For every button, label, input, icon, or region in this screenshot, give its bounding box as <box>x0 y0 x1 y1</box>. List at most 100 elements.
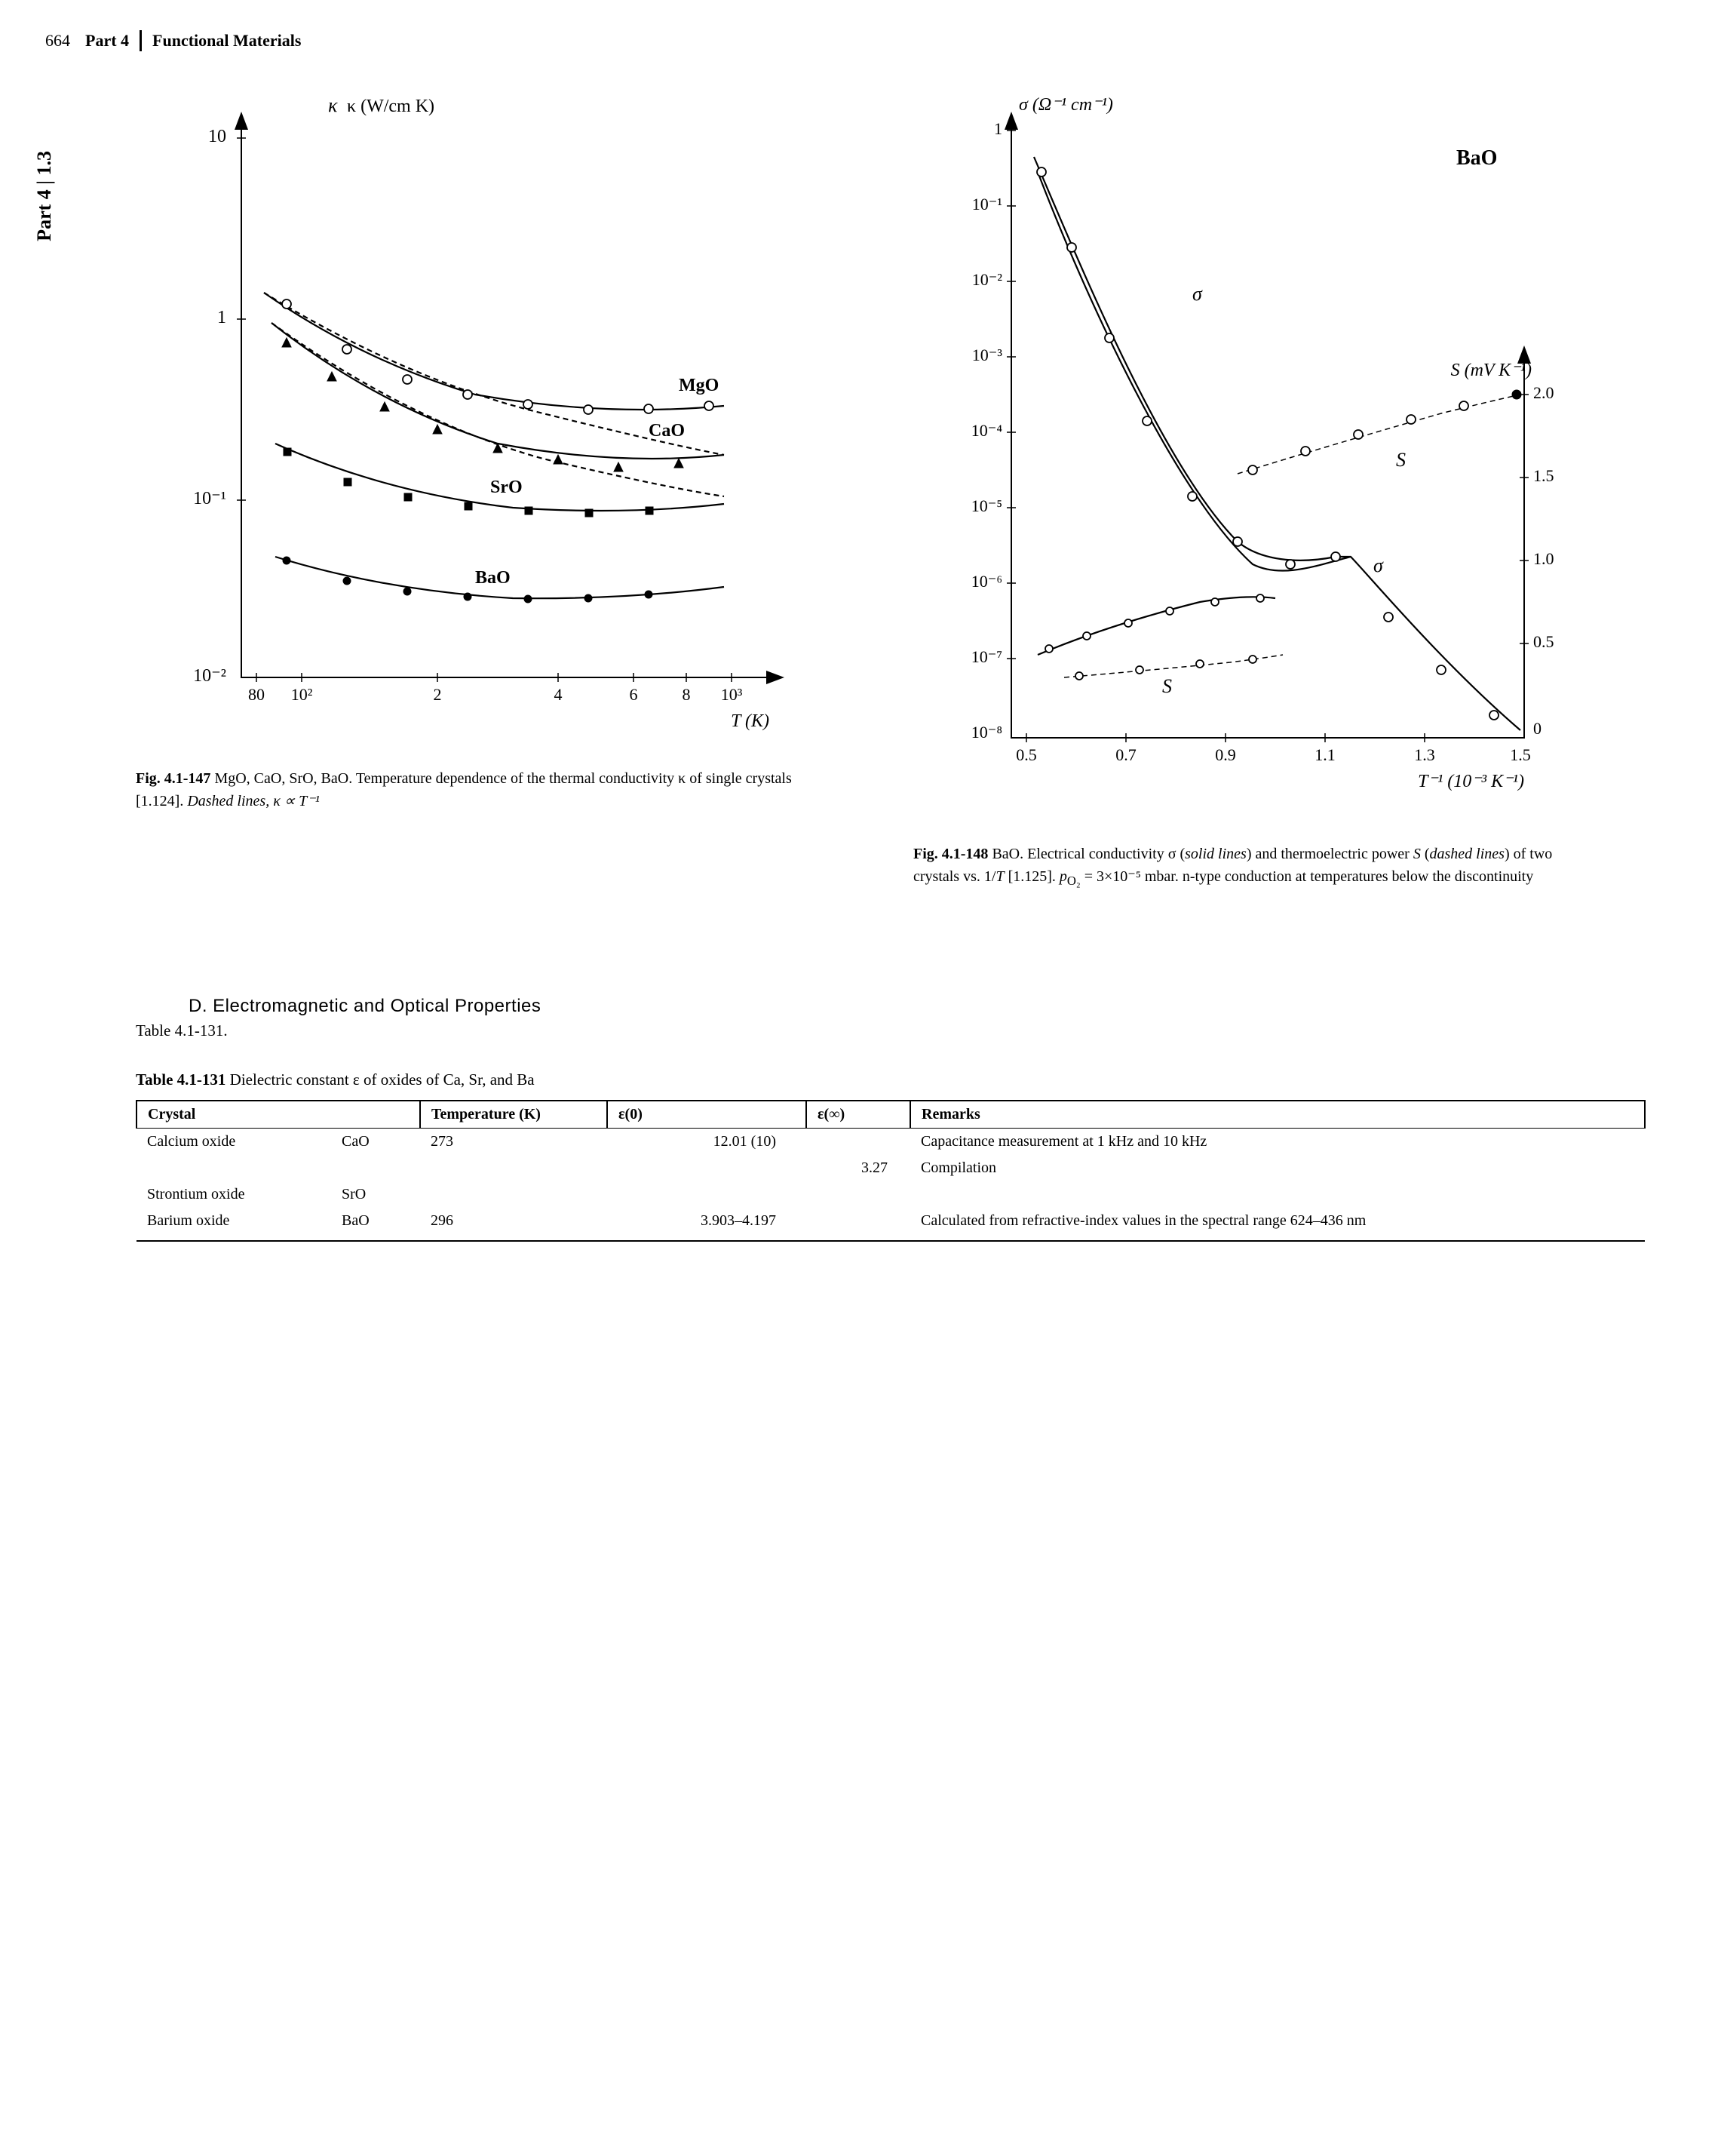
cell-temp <box>420 1155 607 1181</box>
cell-formula <box>331 1155 420 1181</box>
side-tab-text: Part 4 | 1.3 <box>33 151 55 241</box>
table131-text: Dielectric constant ε of oxides of Ca, S… <box>230 1070 535 1089</box>
xtick-100: 10² <box>291 685 313 704</box>
cell-formula: BaO <box>331 1208 420 1241</box>
part-label: Part 4 <box>85 31 129 51</box>
chapter-title: Functional Materials <box>152 31 301 51</box>
fig148-text: BaO. Electrical conductivity σ (solid li… <box>913 846 1552 885</box>
figure-147: κ κ (W/cm K) 10 1 10⁻¹ 10⁻² 80 10² 2 4 6… <box>136 74 868 890</box>
svg-text:10⁻¹: 10⁻¹ <box>972 195 1002 213</box>
svg-text:1.0: 1.0 <box>1533 549 1554 568</box>
chart148-xticks: 0.5 0.7 0.9 1.1 1.3 1.5 <box>1016 745 1531 764</box>
ytick-001: 10⁻² <box>193 666 226 686</box>
cell-e0: 3.903–4.197 <box>607 1208 806 1241</box>
col-e0: ε(0) <box>607 1101 806 1129</box>
ytick-01: 10⁻¹ <box>193 489 226 508</box>
xtick-8: 8 <box>683 685 691 704</box>
col-einf: ε(∞) <box>806 1101 910 1129</box>
svg-text:0.5: 0.5 <box>1016 745 1037 764</box>
svg-text:0.9: 0.9 <box>1215 745 1236 764</box>
svg-text:1.5: 1.5 <box>1510 745 1531 764</box>
cell-einf: 3.27 <box>806 1155 910 1181</box>
section-d-tableref: Table 4.1-131. <box>136 1021 1646 1040</box>
ytick-10: 10 <box>208 127 226 146</box>
annot-sigma2: σ <box>1373 554 1384 576</box>
col-crystal: Crystal <box>137 1101 420 1129</box>
annot-sigma1: σ <box>1192 283 1203 305</box>
chart148-yticks: 1 10⁻¹ 10⁻² 10⁻³ 10⁻⁴ 10⁻⁵ 10⁻⁶ 10⁻⁷ 10⁻… <box>971 119 1003 742</box>
table131-id: Table 4.1-131 <box>136 1070 225 1089</box>
sigma-markers <box>1037 167 1499 720</box>
fig147-caption: Fig. 4.1-147 MgO, CaO, SrO, BaO. Tempera… <box>136 767 799 812</box>
svg-text:1.5: 1.5 <box>1533 466 1554 485</box>
svg-text:0: 0 <box>1533 719 1542 738</box>
annot-s1: S <box>1396 449 1406 471</box>
table-row: Calcium oxide CaO 273 12.01 (10) Capacit… <box>137 1129 1645 1156</box>
chart147-ylabel-unit: κ (W/cm K) <box>347 97 434 116</box>
cell-name: Calcium oxide <box>137 1129 331 1156</box>
xtick-2: 2 <box>434 685 442 704</box>
cell-remarks: Capacitance measurement at 1 kHz and 10 … <box>910 1129 1645 1156</box>
chart148-leftlabel: σ (Ω⁻¹ cm⁻¹) <box>1019 95 1113 115</box>
table-row: 3.27 Compilation <box>137 1155 1645 1181</box>
chart147-ylabel: κ <box>328 94 338 116</box>
col-temp: Temperature (K) <box>420 1101 607 1129</box>
table-row: Barium oxide BaO 296 3.903–4.197 Calcula… <box>137 1208 1645 1241</box>
cell-name: Barium oxide <box>137 1208 331 1241</box>
cell-e0 <box>607 1155 806 1181</box>
cell-einf <box>806 1129 910 1156</box>
ytick-1: 1 <box>217 308 226 327</box>
label-mgo: MgO <box>679 376 719 395</box>
svg-text:10⁻⁶: 10⁻⁶ <box>971 572 1002 591</box>
xtick-6: 6 <box>630 685 638 704</box>
table-row: Strontium oxide SrO <box>137 1181 1645 1208</box>
table131-caption: Table 4.1-131 Dielectric constant ε of o… <box>136 1070 1646 1089</box>
svg-text:10⁻⁴: 10⁻⁴ <box>971 421 1003 440</box>
mgo-markers <box>282 299 713 414</box>
svg-text:10⁻³: 10⁻³ <box>972 346 1003 364</box>
cell-remarks <box>910 1181 1645 1208</box>
cell-temp: 273 <box>420 1129 607 1156</box>
svg-text:0.5: 0.5 <box>1533 632 1554 651</box>
svg-text:1.1: 1.1 <box>1315 745 1336 764</box>
svg-text:0.7: 0.7 <box>1115 745 1137 764</box>
chart-148: σ (Ω⁻¹ cm⁻¹) 1 10⁻¹ 10⁻² 10⁻³ 10⁻⁴ 10⁻⁵ … <box>913 74 1592 828</box>
bao-markers <box>283 557 652 603</box>
page-number: 664 <box>45 31 70 51</box>
cell-einf <box>806 1181 910 1208</box>
cell-name: Strontium oxide <box>137 1181 331 1208</box>
chart148-title: BaO <box>1456 146 1497 170</box>
fig148-caption: Fig. 4.1-148 BaO. Electrical conductivit… <box>913 843 1577 890</box>
svg-text:1: 1 <box>994 119 1002 138</box>
svg-text:10⁻⁸: 10⁻⁸ <box>971 723 1002 742</box>
xtick-80: 80 <box>248 685 265 704</box>
cell-formula: CaO <box>331 1129 420 1156</box>
section-d-heading: D. Electromagnetic and Optical Propertie… <box>189 996 1646 1017</box>
fig147-tail: Dashed lines, κ ∝ T⁻¹ <box>187 793 319 809</box>
xtick-1000: 10³ <box>721 685 743 704</box>
svg-text:10⁻²: 10⁻² <box>972 270 1003 289</box>
annot-s2: S <box>1162 675 1172 697</box>
svg-text:2.0: 2.0 <box>1533 383 1554 402</box>
cell-einf <box>806 1208 910 1241</box>
s-markers <box>1075 390 1521 680</box>
header-divider <box>140 30 142 51</box>
label-sro: SrO <box>490 478 523 497</box>
page-header: 664 Part 4 Functional Materials <box>45 30 1676 51</box>
svg-text:10⁻⁷: 10⁻⁷ <box>971 647 1002 666</box>
cell-temp <box>420 1181 607 1208</box>
cao-markers <box>282 338 683 471</box>
chart-147: κ κ (W/cm K) 10 1 10⁻¹ 10⁻² 80 10² 2 4 6… <box>136 74 814 753</box>
chart148-xlabel: T⁻¹ (10⁻³ K⁻¹) <box>1418 772 1524 791</box>
cell-remarks: Compilation <box>910 1155 1645 1181</box>
col-remarks: Remarks <box>910 1101 1645 1129</box>
fig148-id: Fig. 4.1-148 <box>913 846 988 862</box>
figures-row: κ κ (W/cm K) 10 1 10⁻¹ 10⁻² 80 10² 2 4 6… <box>136 74 1646 890</box>
cell-remarks: Calculated from refractive-index values … <box>910 1208 1645 1241</box>
label-cao: CaO <box>649 421 685 441</box>
fig147-id: Fig. 4.1-147 <box>136 770 210 787</box>
chart147-xlabel: T (K) <box>731 711 769 731</box>
sro-markers <box>284 448 653 517</box>
svg-text:10⁻⁵: 10⁻⁵ <box>971 496 1002 515</box>
chart148-rightlabel: S (mV K⁻¹) <box>1451 361 1532 380</box>
